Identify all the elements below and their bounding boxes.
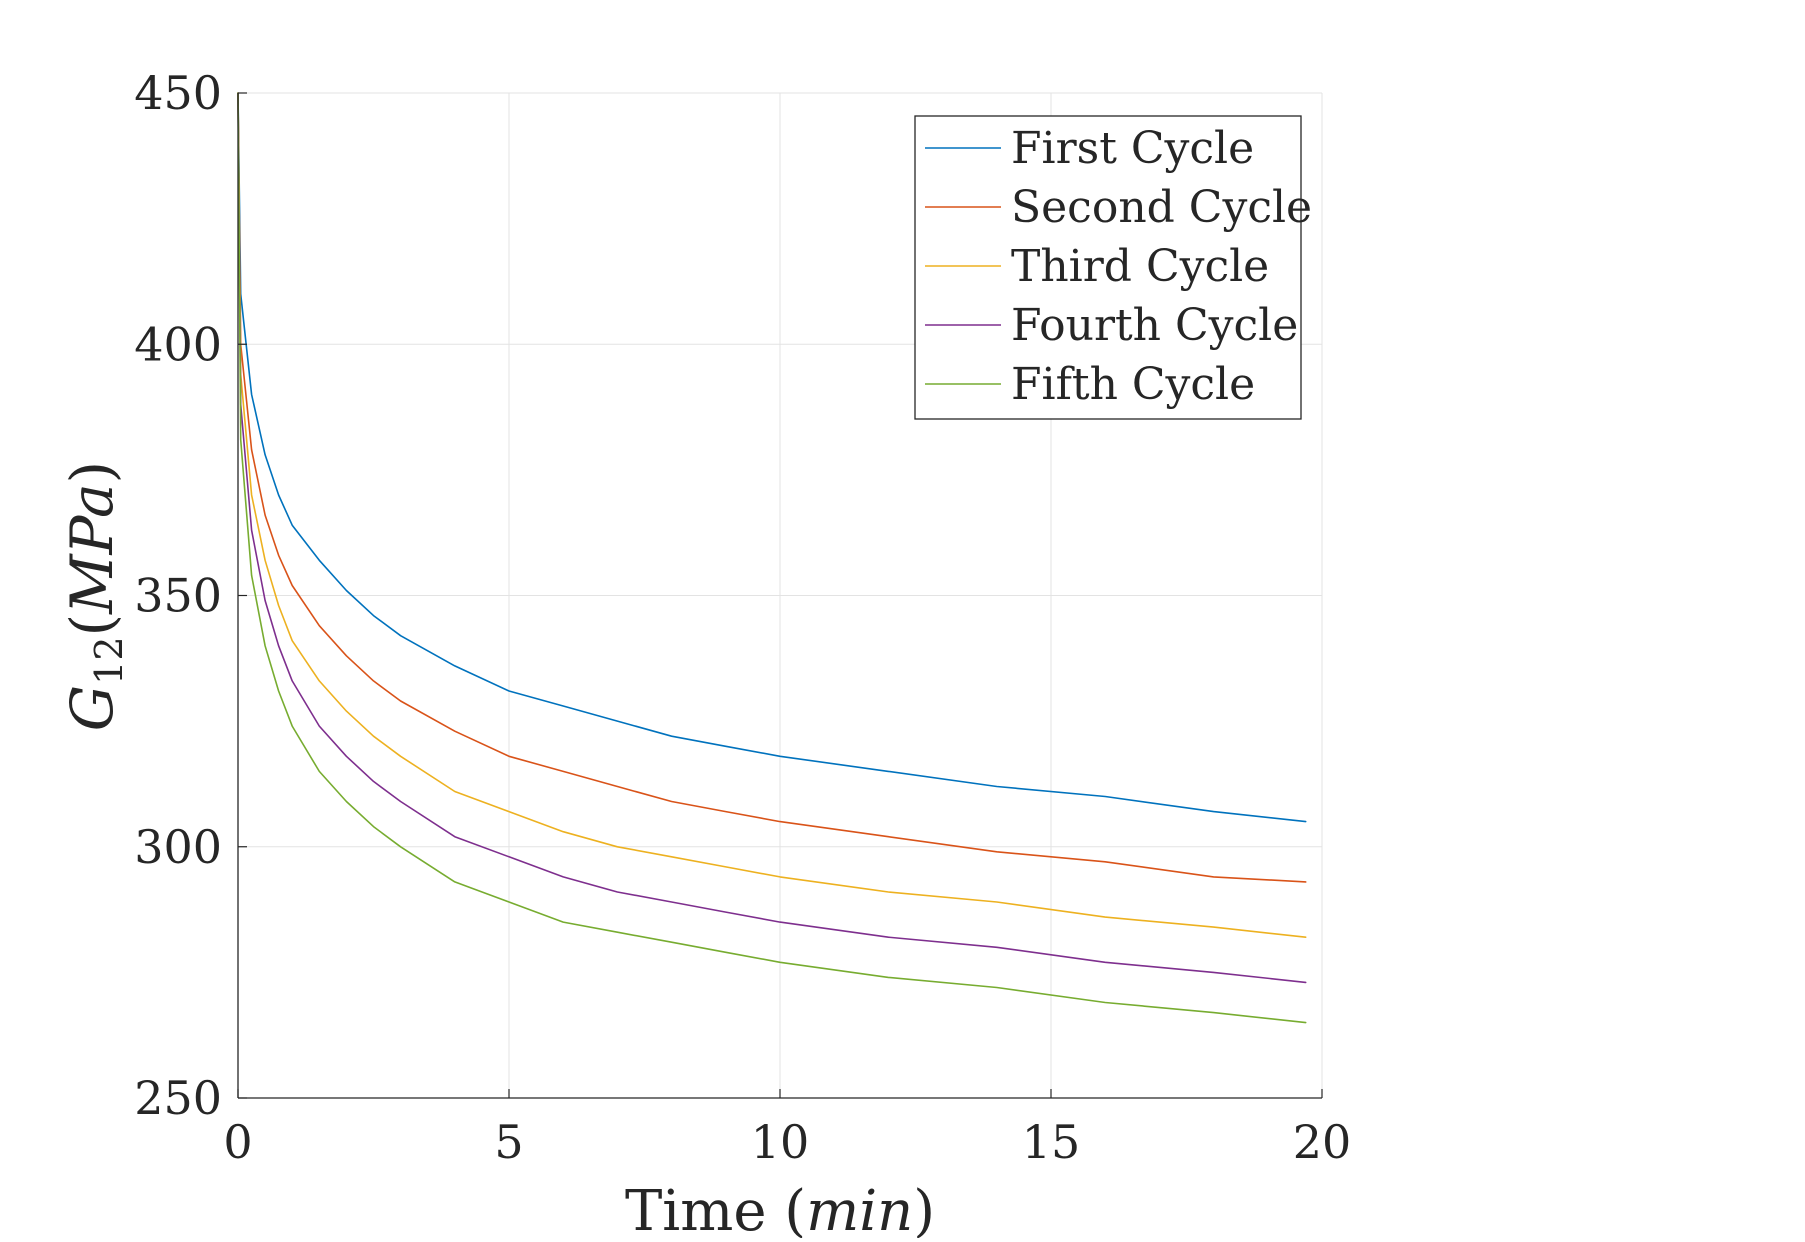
y-tick-label: 350 [134,569,222,623]
series-line-4 [237,92,1307,984]
legend-label-4: Fourth Cycle [1011,300,1298,351]
legend-box [914,115,1302,420]
tick-labels-layer: 0 5 10 15 20 250 300 350 400 450 [134,66,1351,1169]
x-axis-label: Time (min) [625,1179,935,1238]
y-tick-label: 450 [134,66,222,120]
y-tick-label: 400 [134,317,222,371]
legend: First Cycle Second Cycle Third Cycle Fourth… [914,115,1312,420]
x-tick-label: 20 [1293,1115,1352,1169]
x-tick-label: 5 [494,1115,523,1169]
series-line-2 [237,92,1307,883]
y-tick-label: 300 [134,820,222,874]
x-tick-label: 0 [223,1115,252,1169]
axis-labels-layer: Time (min) G12(MPa) [58,461,935,1242]
legend-label-3: Third Cycle [1011,241,1269,292]
axes-layer [237,92,1323,1099]
legend-label-1: First Cycle [1011,123,1254,174]
x-tick-label: 15 [1022,1115,1081,1169]
series-line-5 [237,92,1307,1024]
x-tick-label: 10 [751,1115,810,1169]
series-line-1 [237,92,1307,823]
y-tick-label: 250 [134,1071,222,1125]
series-layer [237,92,1307,1024]
legend-label-2: Second Cycle [1011,182,1312,233]
series-line-3 [237,92,1307,939]
y-axis-label: G12(MPa) [58,461,131,731]
legend-label-5: Fifth Cycle [1011,359,1255,410]
